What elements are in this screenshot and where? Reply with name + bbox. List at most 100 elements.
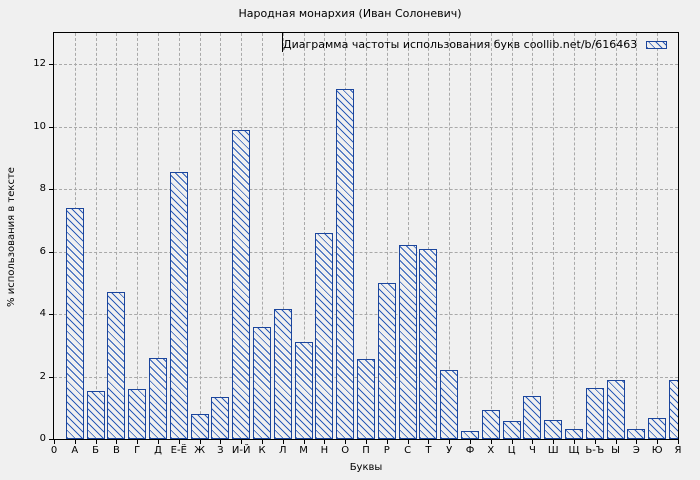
x-tick-label: К	[258, 445, 266, 456]
x-tick-label: Ю	[651, 445, 663, 456]
bar-А	[65, 207, 84, 439]
x-tick-label: Т	[425, 445, 432, 456]
x-tick-label: У	[446, 445, 453, 456]
bar-Ф	[461, 430, 479, 439]
y-tick-label: 2	[39, 370, 46, 382]
plot-area: Диаграмма частоты использования букв coo…	[53, 32, 679, 440]
gridline-vertical	[532, 33, 534, 439]
legend-label: Диаграмма частоты использования букв coo…	[283, 38, 638, 51]
x-tick-label: Б	[92, 445, 100, 456]
bar-Е-Ё	[169, 171, 188, 439]
y-tick-label: 12	[33, 58, 46, 70]
gridline-vertical	[137, 33, 139, 439]
gridline-vertical	[636, 33, 638, 439]
x-tick-mark	[386, 440, 388, 444]
x-tick-mark	[574, 440, 575, 444]
x-tick-label: Ж	[194, 445, 205, 456]
y-tick-label: 8	[39, 183, 46, 195]
x-tick-mark	[199, 440, 201, 444]
gridline-vertical	[428, 33, 430, 439]
x-tick-mark	[615, 440, 617, 444]
gridline-vertical	[282, 33, 284, 439]
gridline-vertical	[303, 33, 305, 439]
x-tick-label: В	[112, 445, 120, 456]
bar-Ш	[544, 420, 563, 439]
gridline-vertical	[116, 33, 118, 439]
bar-Х	[481, 409, 500, 439]
y-tick-mark	[49, 439, 53, 440]
x-tick-label: Ы	[611, 445, 620, 456]
bar-С	[398, 245, 417, 439]
x-tick-label: Э	[632, 445, 640, 456]
x-tick-mark	[74, 440, 76, 444]
gridline-vertical	[574, 33, 575, 439]
x-tick-mark	[345, 440, 347, 444]
x-tick-label: Я	[674, 445, 682, 456]
gridline-vertical	[594, 33, 596, 439]
x-tick-label: Щ	[568, 445, 580, 456]
gridline-vertical	[386, 33, 388, 439]
bar-В	[107, 292, 126, 439]
bar-М	[294, 342, 313, 439]
y-tick-mark	[49, 189, 53, 191]
x-tick-mark	[511, 440, 513, 444]
bar-Ю	[648, 418, 667, 439]
x-tick-label: П	[362, 445, 370, 456]
x-tick-mark	[366, 440, 367, 444]
bar-З	[211, 396, 230, 439]
x-tick-mark	[158, 440, 159, 444]
x-tick-label: З	[217, 445, 224, 456]
bar-Н	[315, 232, 334, 439]
x-tick-mark	[262, 440, 263, 444]
bar-Д	[149, 357, 167, 439]
gridline-vertical	[158, 33, 159, 439]
gridline-vertical	[470, 33, 471, 439]
x-tick-label: Ш	[547, 445, 559, 456]
y-tick-label: 0	[39, 433, 46, 444]
y-axis-title: % использования в тексте	[6, 167, 17, 307]
x-tick-label: 0	[50, 445, 58, 456]
bar-Ц	[502, 421, 521, 439]
gridline-vertical	[95, 33, 97, 439]
x-tick-label: Л	[279, 445, 287, 456]
x-tick-label: Г	[134, 445, 141, 456]
bar-Я	[669, 380, 678, 439]
x-tick-label: Х	[487, 445, 495, 456]
x-tick-mark	[657, 440, 659, 444]
x-tick-mark	[407, 440, 409, 444]
bar-Л	[273, 309, 292, 439]
x-tick-mark	[594, 440, 596, 444]
x-tick-mark	[220, 440, 222, 444]
bar-Э	[627, 429, 646, 439]
x-tick-mark	[449, 440, 451, 444]
x-tick-label: Е-Ё	[170, 445, 187, 456]
x-tick-label: О	[341, 445, 350, 456]
x-tick-label: Ф	[465, 445, 475, 456]
x-tick-label: Р	[383, 445, 390, 456]
y-tick-label: 6	[39, 245, 46, 257]
x-tick-label: С	[404, 445, 412, 456]
y-tick-mark	[49, 126, 53, 128]
bar-Г	[128, 389, 147, 439]
legend-swatch	[646, 40, 667, 49]
x-tick-mark	[428, 440, 430, 444]
x-tick-mark	[490, 440, 492, 444]
y-tick-label: 10	[33, 120, 46, 132]
bar-К	[253, 326, 271, 439]
x-tick-label: Ь-Ъ	[585, 445, 605, 456]
y-tick-label: 4	[39, 308, 46, 320]
y-tick-mark	[49, 314, 53, 316]
gridline-vertical	[366, 33, 367, 439]
legend: Диаграмма частоты использования букв coo…	[282, 33, 678, 52]
gridline-vertical	[490, 33, 492, 439]
gridline-vertical	[615, 33, 617, 439]
x-tick-mark	[241, 440, 243, 444]
bar-Щ	[565, 429, 583, 439]
y-tick-mark	[49, 251, 53, 253]
bar-У	[440, 370, 459, 439]
x-tick-mark	[54, 440, 55, 444]
bar-Ь-Ъ	[585, 388, 604, 439]
gridline-vertical	[449, 33, 451, 439]
x-tick-mark	[303, 440, 305, 444]
bar-Ы	[606, 379, 625, 439]
